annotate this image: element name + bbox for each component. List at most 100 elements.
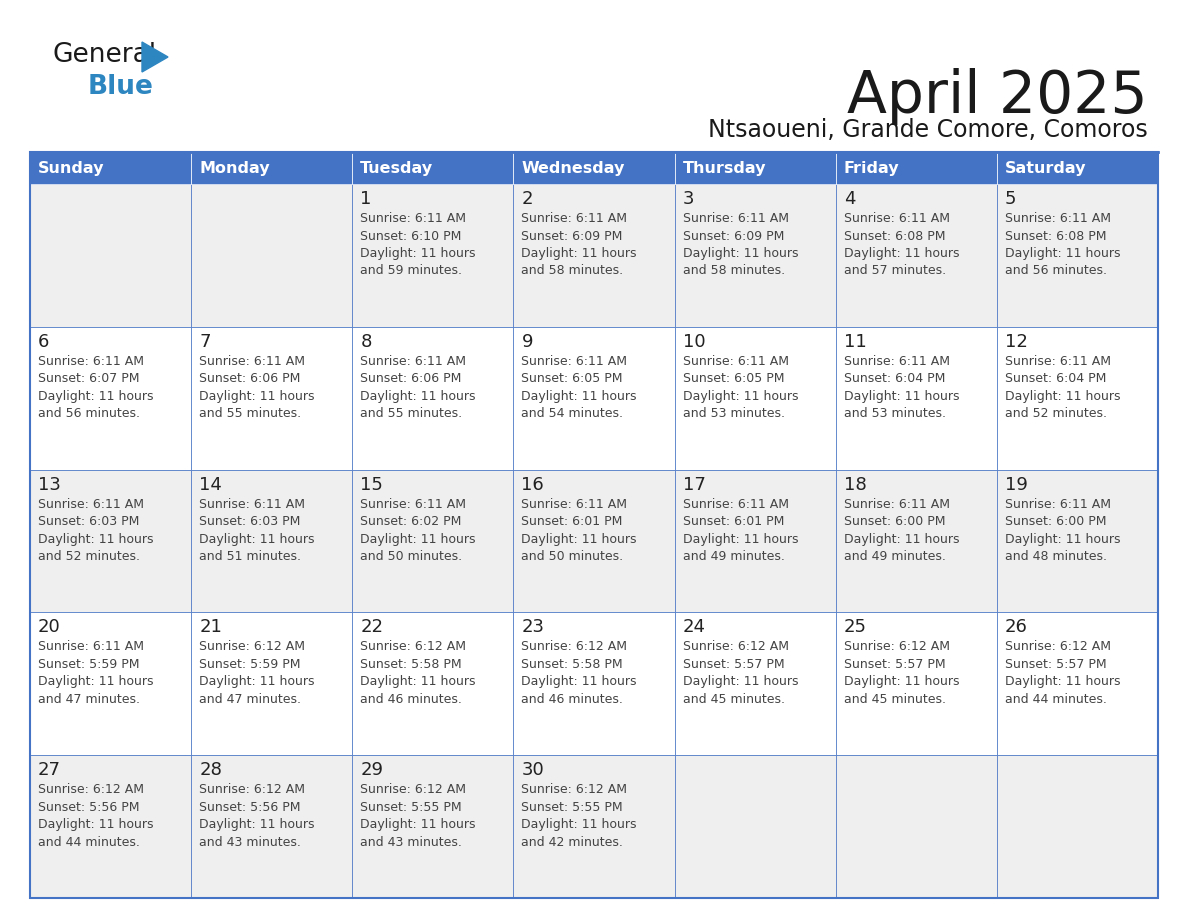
Bar: [30, 184, 191, 327]
Bar: [513, 612, 675, 756]
Text: 5: 5: [1005, 190, 1017, 208]
Text: Daylight: 11 hours: Daylight: 11 hours: [522, 818, 637, 831]
Bar: [513, 184, 675, 327]
Bar: [997, 470, 1158, 612]
Text: Sunrise: 6:11 AM: Sunrise: 6:11 AM: [360, 498, 466, 510]
Bar: [513, 470, 675, 612]
Text: Sunrise: 6:11 AM: Sunrise: 6:11 AM: [200, 354, 305, 368]
Text: Daylight: 11 hours: Daylight: 11 hours: [1005, 676, 1120, 688]
Text: Daylight: 11 hours: Daylight: 11 hours: [843, 247, 959, 260]
Bar: [997, 152, 1158, 184]
Bar: [675, 152, 835, 184]
Text: 9: 9: [522, 333, 533, 351]
Bar: [997, 756, 1158, 898]
Text: and 42 minutes.: and 42 minutes.: [522, 835, 624, 849]
Text: Tuesday: Tuesday: [360, 161, 434, 175]
Text: Friday: Friday: [843, 161, 899, 175]
Text: Sunset: 6:09 PM: Sunset: 6:09 PM: [522, 230, 623, 242]
Bar: [353, 184, 513, 327]
Text: 15: 15: [360, 476, 384, 494]
Text: Sunset: 6:01 PM: Sunset: 6:01 PM: [522, 515, 623, 528]
Text: Sunset: 6:09 PM: Sunset: 6:09 PM: [683, 230, 784, 242]
Text: Sunrise: 6:11 AM: Sunrise: 6:11 AM: [843, 212, 949, 225]
Text: Daylight: 11 hours: Daylight: 11 hours: [200, 818, 315, 831]
Text: Daylight: 11 hours: Daylight: 11 hours: [360, 247, 475, 260]
Text: Sunrise: 6:12 AM: Sunrise: 6:12 AM: [360, 641, 466, 654]
Text: Sunset: 6:07 PM: Sunset: 6:07 PM: [38, 373, 139, 386]
Text: Sunrise: 6:11 AM: Sunrise: 6:11 AM: [683, 212, 789, 225]
Text: Sunset: 5:55 PM: Sunset: 5:55 PM: [522, 800, 623, 813]
Text: and 46 minutes.: and 46 minutes.: [522, 693, 624, 706]
Text: Sunset: 5:59 PM: Sunset: 5:59 PM: [200, 658, 301, 671]
Text: Sunset: 6:08 PM: Sunset: 6:08 PM: [1005, 230, 1106, 242]
Text: and 47 minutes.: and 47 minutes.: [38, 693, 140, 706]
Bar: [191, 612, 353, 756]
Text: Daylight: 11 hours: Daylight: 11 hours: [683, 390, 798, 403]
Text: and 48 minutes.: and 48 minutes.: [1005, 550, 1107, 563]
Text: 11: 11: [843, 333, 866, 351]
Bar: [675, 327, 835, 470]
Text: Daylight: 11 hours: Daylight: 11 hours: [683, 676, 798, 688]
Text: Daylight: 11 hours: Daylight: 11 hours: [200, 390, 315, 403]
Text: and 43 minutes.: and 43 minutes.: [360, 835, 462, 849]
Bar: [191, 756, 353, 898]
Text: Sunrise: 6:11 AM: Sunrise: 6:11 AM: [843, 354, 949, 368]
Bar: [191, 152, 353, 184]
Polygon shape: [143, 42, 168, 72]
Text: Sunset: 6:04 PM: Sunset: 6:04 PM: [843, 373, 946, 386]
Text: and 55 minutes.: and 55 minutes.: [360, 408, 462, 420]
Text: Sunrise: 6:11 AM: Sunrise: 6:11 AM: [38, 498, 144, 510]
Text: Saturday: Saturday: [1005, 161, 1086, 175]
Text: Sunset: 6:05 PM: Sunset: 6:05 PM: [683, 373, 784, 386]
Text: Daylight: 11 hours: Daylight: 11 hours: [360, 390, 475, 403]
Text: Daylight: 11 hours: Daylight: 11 hours: [38, 676, 153, 688]
Text: Sunrise: 6:11 AM: Sunrise: 6:11 AM: [360, 354, 466, 368]
Text: and 56 minutes.: and 56 minutes.: [1005, 264, 1107, 277]
Text: Sunset: 6:04 PM: Sunset: 6:04 PM: [1005, 373, 1106, 386]
Text: Sunset: 6:00 PM: Sunset: 6:00 PM: [843, 515, 946, 528]
Text: Daylight: 11 hours: Daylight: 11 hours: [522, 532, 637, 545]
Bar: [353, 152, 513, 184]
Text: 2: 2: [522, 190, 533, 208]
Text: 14: 14: [200, 476, 222, 494]
Text: 4: 4: [843, 190, 855, 208]
Text: Sunset: 6:05 PM: Sunset: 6:05 PM: [522, 373, 623, 386]
Text: Daylight: 11 hours: Daylight: 11 hours: [843, 532, 959, 545]
Text: Daylight: 11 hours: Daylight: 11 hours: [522, 676, 637, 688]
Text: 3: 3: [683, 190, 694, 208]
Bar: [513, 152, 675, 184]
Text: Daylight: 11 hours: Daylight: 11 hours: [843, 676, 959, 688]
Text: 26: 26: [1005, 619, 1028, 636]
Text: Sunset: 5:55 PM: Sunset: 5:55 PM: [360, 800, 462, 813]
Bar: [30, 152, 1158, 898]
Text: Daylight: 11 hours: Daylight: 11 hours: [200, 676, 315, 688]
Text: Sunrise: 6:11 AM: Sunrise: 6:11 AM: [360, 212, 466, 225]
Text: Sunrise: 6:11 AM: Sunrise: 6:11 AM: [522, 354, 627, 368]
Text: Sunset: 6:03 PM: Sunset: 6:03 PM: [200, 515, 301, 528]
Text: Daylight: 11 hours: Daylight: 11 hours: [683, 532, 798, 545]
Text: Sunset: 6:08 PM: Sunset: 6:08 PM: [843, 230, 946, 242]
Text: Daylight: 11 hours: Daylight: 11 hours: [38, 532, 153, 545]
Text: 8: 8: [360, 333, 372, 351]
Text: Sunset: 5:58 PM: Sunset: 5:58 PM: [522, 658, 623, 671]
Text: 16: 16: [522, 476, 544, 494]
Text: and 49 minutes.: and 49 minutes.: [843, 550, 946, 563]
Text: Sunrise: 6:11 AM: Sunrise: 6:11 AM: [38, 354, 144, 368]
Text: Daylight: 11 hours: Daylight: 11 hours: [843, 390, 959, 403]
Bar: [30, 152, 191, 184]
Text: 25: 25: [843, 619, 867, 636]
Text: Sunrise: 6:12 AM: Sunrise: 6:12 AM: [360, 783, 466, 796]
Text: Daylight: 11 hours: Daylight: 11 hours: [683, 247, 798, 260]
Bar: [30, 327, 191, 470]
Text: and 59 minutes.: and 59 minutes.: [360, 264, 462, 277]
Text: Sunset: 6:10 PM: Sunset: 6:10 PM: [360, 230, 462, 242]
Text: 21: 21: [200, 619, 222, 636]
Bar: [835, 470, 997, 612]
Text: 18: 18: [843, 476, 866, 494]
Text: and 58 minutes.: and 58 minutes.: [683, 264, 785, 277]
Text: and 47 minutes.: and 47 minutes.: [200, 693, 301, 706]
Text: Sunset: 6:01 PM: Sunset: 6:01 PM: [683, 515, 784, 528]
Text: and 54 minutes.: and 54 minutes.: [522, 408, 624, 420]
Bar: [835, 152, 997, 184]
Bar: [997, 327, 1158, 470]
